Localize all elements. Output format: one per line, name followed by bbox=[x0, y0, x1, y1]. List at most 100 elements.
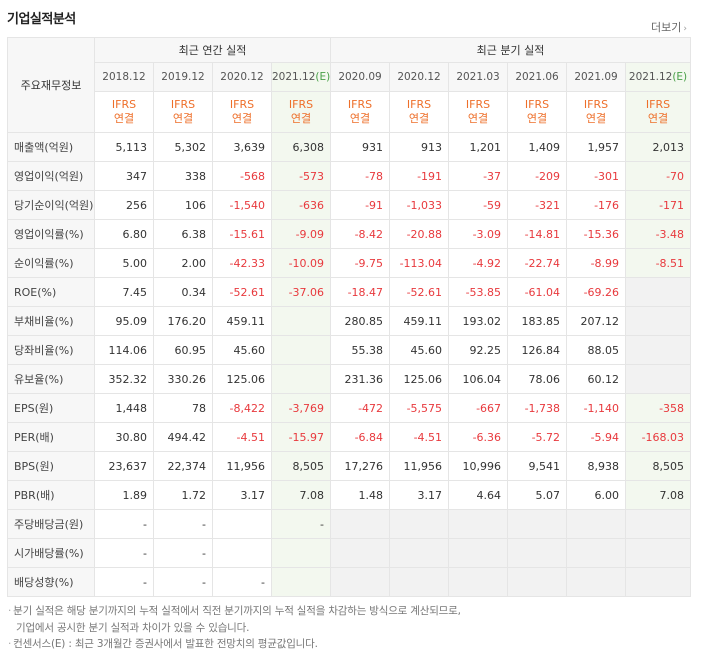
ifrs-badge: IFRS 연결 bbox=[507, 91, 568, 133]
table-cell: 6,308 bbox=[270, 132, 332, 162]
financial-table: 주요재무정보 최근 연간 실적 최근 분기 실적 2018.12 2019.12 2… bbox=[7, 37, 692, 597]
more-link[interactable]: 더보기 › bbox=[651, 19, 687, 35]
table-cell: -4.51 bbox=[212, 422, 272, 452]
table-cell: -358 bbox=[625, 393, 692, 423]
table-cell: 55.38 bbox=[330, 335, 391, 365]
row-label: 당기순이익(억원) bbox=[7, 190, 95, 220]
table-cell bbox=[566, 509, 627, 539]
note-1: · 분기 실적은 해당 분기까지의 누적 실적에서 직전 분기까지의 누적 실적을… bbox=[8, 605, 461, 617]
table-cell: -321 bbox=[507, 190, 568, 220]
table-cell: 176.20 bbox=[153, 306, 213, 336]
period-header: 2021.12(E) bbox=[625, 62, 692, 92]
row-label: EPS(원) bbox=[7, 393, 95, 423]
table-cell: 7.45 bbox=[94, 277, 154, 307]
table-cell: 5.07 bbox=[507, 480, 568, 510]
period-header: 2020.12 bbox=[212, 62, 272, 92]
row-label: 영업이익(억원) bbox=[7, 161, 95, 191]
ifrs-badge: IFRS 연결 bbox=[330, 91, 391, 133]
estimate-tag: (E) bbox=[315, 71, 331, 83]
period-header: 2018.12 bbox=[94, 62, 154, 92]
table-cell bbox=[270, 364, 332, 394]
ifrs-badge: IFRS 연결 bbox=[389, 91, 450, 133]
table-cell: 95.09 bbox=[94, 306, 154, 336]
consolidated-label: 연결 bbox=[349, 112, 371, 125]
row-label: 부채비율(%) bbox=[7, 306, 95, 336]
table-cell: -8.51 bbox=[625, 248, 692, 278]
table-row: 시가배당률(%) - - bbox=[7, 538, 692, 568]
period-label: 2019.12 bbox=[161, 71, 205, 83]
table-cell: -69.26 bbox=[566, 277, 627, 307]
row-header-label: 주요재무정보 bbox=[7, 37, 95, 133]
row-label: 유보율(%) bbox=[7, 364, 95, 394]
table-cell: -18.47 bbox=[330, 277, 391, 307]
table-cell: -6.84 bbox=[330, 422, 391, 452]
table-cell bbox=[566, 538, 627, 568]
table-cell: 92.25 bbox=[448, 335, 509, 365]
table-cell: 459.11 bbox=[212, 306, 272, 336]
table-cell: 7.08 bbox=[270, 480, 332, 510]
table-cell: 1,448 bbox=[94, 393, 154, 423]
table-cell: 1.48 bbox=[330, 480, 391, 510]
table-cell: - bbox=[153, 567, 213, 597]
ifrs-label: IFRS bbox=[406, 98, 432, 111]
table-cell: -176 bbox=[566, 190, 627, 220]
table-cell: 183.85 bbox=[507, 306, 568, 336]
table-cell: 4.64 bbox=[448, 480, 509, 510]
table-cell: -191 bbox=[389, 161, 450, 191]
table-cell: -20.88 bbox=[389, 219, 450, 249]
table-row: 매출액(억원) 5,113 5,302 3,639 6,308 931 913 1,201 1,… bbox=[7, 132, 692, 162]
table-cell: -3.48 bbox=[625, 219, 692, 249]
table-row: 유보율(%) 352.32 330.26 125.06 231.36 125.06 106.… bbox=[7, 364, 692, 394]
table-cell: -209 bbox=[507, 161, 568, 191]
table-cell: 88.05 bbox=[566, 335, 627, 365]
row-label: 시가배당률(%) bbox=[7, 538, 95, 568]
table-cell: 3.17 bbox=[389, 480, 450, 510]
table-row: BPS(원) 23,637 22,374 11,956 8,505 17,276 11,95… bbox=[7, 451, 692, 481]
table-cell bbox=[330, 567, 391, 597]
row-label: 영업이익률(%) bbox=[7, 219, 95, 249]
table-cell bbox=[330, 538, 391, 568]
period-label: 2020.09 bbox=[338, 71, 382, 83]
period-label: 2021.03 bbox=[456, 71, 500, 83]
table-cell: -568 bbox=[212, 161, 272, 191]
ifrs-badge: IFRS 연결 bbox=[153, 91, 213, 133]
table-cell: -3.09 bbox=[448, 219, 509, 249]
table-row: 부채비율(%) 95.09 176.20 459.11 280.85 459.11 193.… bbox=[7, 306, 692, 336]
table-cell bbox=[330, 509, 391, 539]
table-cell: 913 bbox=[389, 132, 450, 162]
table-cell: 8,505 bbox=[625, 451, 692, 481]
table-cell: - bbox=[270, 509, 332, 539]
table-cell: 7.08 bbox=[625, 480, 692, 510]
table-cell: 1,409 bbox=[507, 132, 568, 162]
chevron-right-icon: › bbox=[683, 24, 687, 34]
table-cell: -9.09 bbox=[270, 219, 332, 249]
period-header: 2020.09 bbox=[330, 62, 391, 92]
period-header: 2021.03 bbox=[448, 62, 509, 92]
table-cell: 931 bbox=[330, 132, 391, 162]
table-cell bbox=[625, 364, 692, 394]
table-cell: -113.04 bbox=[389, 248, 450, 278]
table-cell bbox=[270, 567, 332, 597]
table-cell: - bbox=[94, 509, 154, 539]
table-cell: -1,540 bbox=[212, 190, 272, 220]
table-cell: -15.36 bbox=[566, 219, 627, 249]
row-label: BPS(원) bbox=[7, 451, 95, 481]
table-cell: -8.42 bbox=[330, 219, 391, 249]
table-cell: 9,541 bbox=[507, 451, 568, 481]
table-cell: 30.80 bbox=[94, 422, 154, 452]
table-cell: 2,013 bbox=[625, 132, 692, 162]
table-cell: -52.61 bbox=[389, 277, 450, 307]
table-cell: 126.84 bbox=[507, 335, 568, 365]
period-header: 2021.06 bbox=[507, 62, 568, 92]
table-cell: 10,996 bbox=[448, 451, 509, 481]
table-cell: -5.94 bbox=[566, 422, 627, 452]
period-label: 2020.12 bbox=[397, 71, 441, 83]
table-cell: 114.06 bbox=[94, 335, 154, 365]
table-cell: 0.34 bbox=[153, 277, 213, 307]
consolidated-label: 연결 bbox=[647, 112, 669, 125]
table-cell: - bbox=[153, 538, 213, 568]
table-cell: 347 bbox=[94, 161, 154, 191]
table-cell: 2.00 bbox=[153, 248, 213, 278]
table-cell: 45.60 bbox=[389, 335, 450, 365]
ifrs-badge: IFRS 연결 bbox=[566, 91, 627, 133]
